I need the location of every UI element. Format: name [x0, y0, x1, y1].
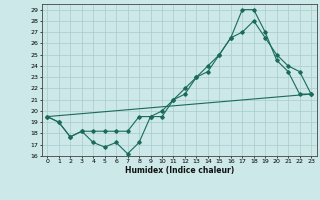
- X-axis label: Humidex (Indice chaleur): Humidex (Indice chaleur): [124, 166, 234, 175]
